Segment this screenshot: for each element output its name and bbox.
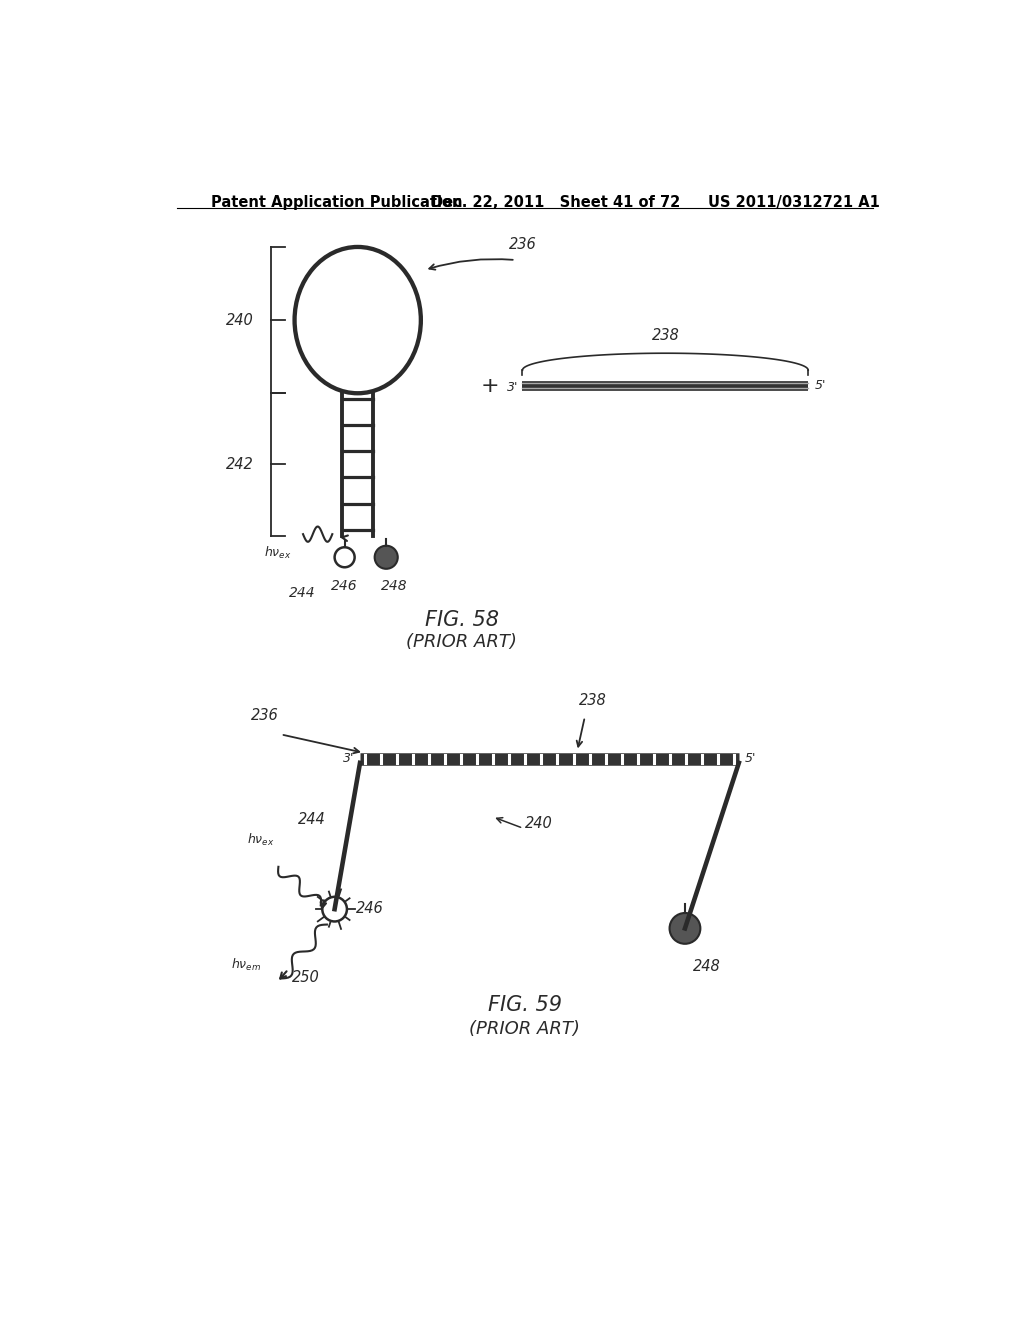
Text: Patent Application Publication: Patent Application Publication	[211, 195, 463, 210]
Text: $h\nu_{ex}$: $h\nu_{ex}$	[247, 832, 274, 847]
Text: 240: 240	[226, 313, 254, 327]
Text: 5': 5'	[814, 379, 825, 392]
Text: 5': 5'	[745, 752, 757, 766]
Text: 3': 3'	[507, 380, 518, 393]
Text: Dec. 22, 2011   Sheet 41 of 72: Dec. 22, 2011 Sheet 41 of 72	[431, 195, 680, 210]
Text: 240: 240	[524, 816, 553, 832]
Text: 248: 248	[381, 578, 408, 593]
Text: US 2011/0312721 A1: US 2011/0312721 A1	[708, 195, 880, 210]
Text: $h\nu_{em}$: $h\nu_{em}$	[231, 957, 261, 973]
Text: (PRIOR ART): (PRIOR ART)	[407, 634, 517, 651]
Text: FIG. 59: FIG. 59	[487, 995, 562, 1015]
Text: 242: 242	[226, 457, 254, 473]
Text: 244: 244	[289, 586, 315, 601]
Text: 246: 246	[332, 578, 358, 593]
Text: 236: 236	[252, 709, 280, 723]
Text: 244: 244	[298, 812, 326, 828]
Text: +: +	[481, 376, 500, 396]
Circle shape	[375, 545, 397, 569]
Text: 238: 238	[651, 329, 679, 343]
Text: 238: 238	[579, 693, 606, 708]
Text: 248: 248	[692, 958, 721, 974]
Circle shape	[335, 548, 354, 568]
Text: 250: 250	[292, 970, 321, 985]
Text: FIG. 58: FIG. 58	[425, 610, 499, 631]
Text: 236: 236	[509, 238, 538, 252]
Circle shape	[323, 896, 347, 921]
Circle shape	[670, 913, 700, 944]
Text: $h\nu_{ex}$: $h\nu_{ex}$	[264, 545, 292, 561]
Text: 246: 246	[356, 902, 384, 916]
Text: 3': 3'	[342, 752, 354, 766]
Text: (PRIOR ART): (PRIOR ART)	[469, 1019, 581, 1038]
